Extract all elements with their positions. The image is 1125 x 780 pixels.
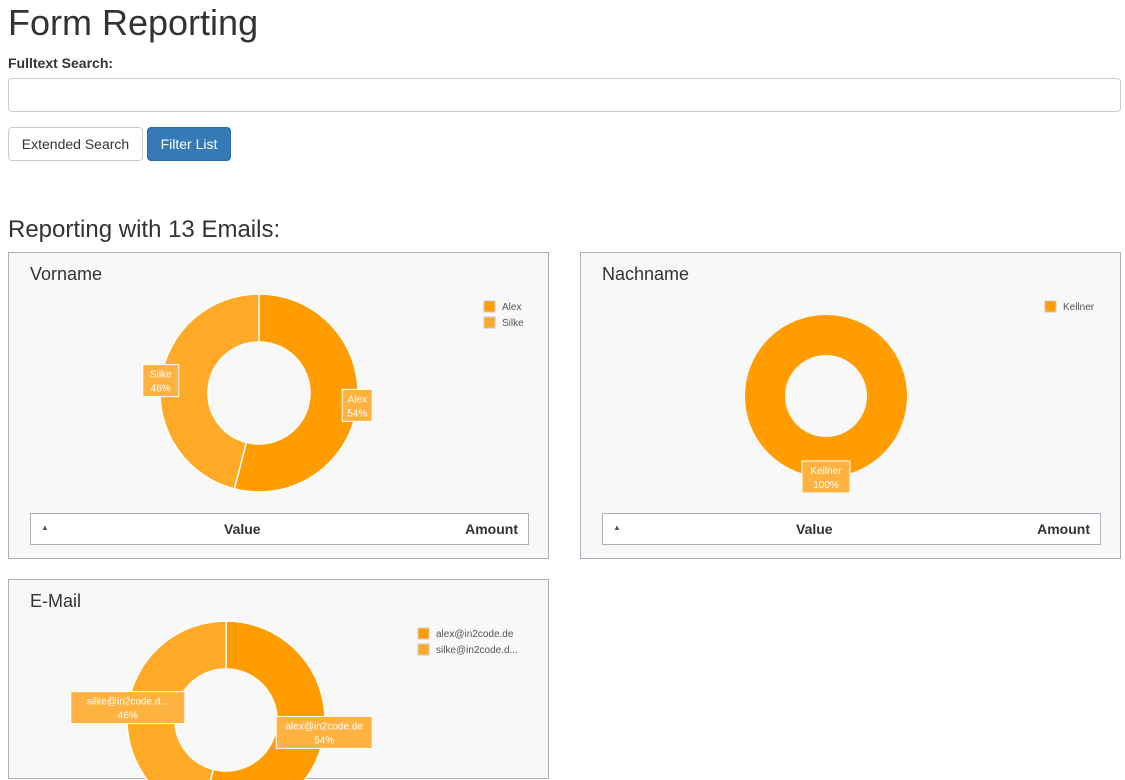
legend-item[interactable]: Alex xyxy=(502,302,521,313)
chart-title: E-Mail xyxy=(30,591,82,611)
slice-label: Silke xyxy=(150,370,172,381)
chart-title: Nachname xyxy=(602,264,690,284)
donut-slice[interactable] xyxy=(233,293,359,493)
legend-swatch xyxy=(483,300,496,313)
slice-label-box xyxy=(341,388,373,422)
slice-label: Kellner xyxy=(810,466,842,477)
values-table-header: ▲ Value Amount xyxy=(30,513,529,545)
donut-slice[interactable] xyxy=(745,315,907,477)
extended-search-button[interactable]: Extended Search xyxy=(8,127,143,161)
slice-percent: 46% xyxy=(118,711,138,722)
slice-percent: 100% xyxy=(813,480,839,491)
reporting-heading: Reporting with 13 Emails: xyxy=(8,216,281,243)
legend-item[interactable]: Kellner xyxy=(1063,302,1095,313)
amount-column-header[interactable]: Amount xyxy=(1037,521,1090,537)
legend-swatch xyxy=(417,643,430,656)
legend-item[interactable]: silke@in2code.d... xyxy=(436,645,518,656)
search-label: Fulltext Search: xyxy=(8,55,114,71)
sort-asc-icon[interactable]: ▲ xyxy=(613,523,621,532)
slice-label-box xyxy=(70,691,186,725)
value-column-header[interactable]: Value xyxy=(796,521,833,537)
slice-label-box xyxy=(801,460,851,494)
legend-swatch xyxy=(483,316,496,329)
donut-chart: Alex 54% Alex Silke 46% Silke xyxy=(142,293,524,493)
filter-list-button[interactable]: Filter List xyxy=(147,127,231,161)
legend-swatch xyxy=(1044,300,1057,313)
page-title: Form Reporting xyxy=(8,2,259,43)
amount-column-header[interactable]: Amount xyxy=(465,521,518,537)
fulltext-search-input[interactable] xyxy=(8,78,1121,112)
legend-item[interactable]: Silke xyxy=(502,318,524,329)
slice-percent: 54% xyxy=(347,408,367,419)
slice-label: silke@in2code.d... xyxy=(87,697,169,708)
chart-panel-email: E-Mail alex@in2code.de 54% alex@in2code.de… xyxy=(8,579,549,780)
slice-label: Alex xyxy=(347,394,366,405)
legend-item[interactable]: alex@in2code.de xyxy=(436,629,514,640)
chart-panel-vorname: Vorname Alex 54% Alex Silke 46% Silke ▲ Value A… xyxy=(8,252,549,559)
values-table-header: ▲ Value Amount xyxy=(602,513,1101,545)
chart-panel-nachname: Nachname Kellner 100% Kellner ▲ Value Amount xyxy=(580,252,1121,559)
sort-asc-icon[interactable]: ▲ xyxy=(41,523,49,532)
donut-slice[interactable] xyxy=(159,293,260,490)
slice-label-box xyxy=(142,364,180,398)
legend-swatch xyxy=(417,627,430,640)
donut-chart: Kellner 100% Kellner xyxy=(745,300,1095,494)
donut-chart: alex@in2code.de54%alex@in2code.desilke@i… xyxy=(70,620,518,780)
chart-title: Vorname xyxy=(30,264,103,284)
slice-percent: 54% xyxy=(314,735,334,746)
slice-percent: 46% xyxy=(151,384,171,395)
value-column-header[interactable]: Value xyxy=(224,521,261,537)
